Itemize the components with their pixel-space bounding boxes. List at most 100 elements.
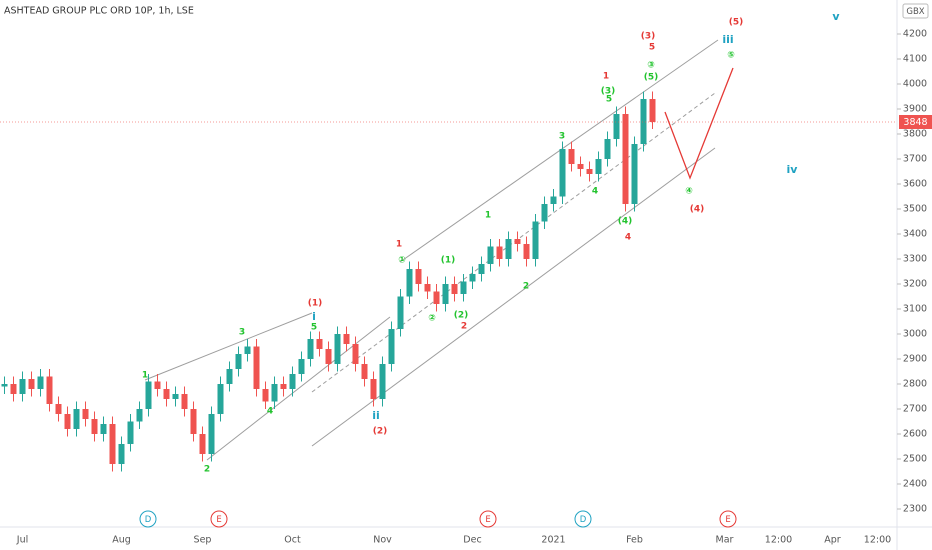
candle-body: [325, 349, 332, 364]
wave-label: ④: [685, 187, 693, 197]
candle-body: [154, 381, 161, 389]
candle-body: [55, 404, 62, 414]
wave-label: i: [312, 310, 316, 323]
candle-body: [217, 384, 224, 414]
candle-body: [316, 339, 323, 349]
candle-body: [577, 164, 584, 169]
candle-body: [343, 334, 350, 344]
candle-body: [28, 379, 35, 389]
channel-upper: [399, 39, 719, 263]
wave-label: 2: [461, 322, 467, 332]
wave-label: 5: [311, 323, 317, 333]
candle-body: [82, 409, 89, 419]
wave-label: ③: [647, 61, 655, 71]
candle-body: [532, 221, 539, 259]
candle-body: [253, 346, 260, 389]
wave-label: 5: [606, 95, 612, 105]
wave-label: iii: [722, 33, 733, 46]
wave-label: ii: [372, 409, 380, 422]
candle-body: [181, 394, 188, 409]
event-marker: [479, 510, 497, 528]
candle-body: [163, 389, 170, 399]
candle-body: [46, 376, 53, 404]
x-tick-label: Mar: [716, 535, 734, 546]
y-tick-label: 2700: [903, 404, 927, 415]
event-label: E: [216, 515, 221, 525]
candle-body: [433, 291, 440, 304]
x-tick-label: Jul: [16, 535, 28, 546]
x-tick-label: 12:00: [765, 535, 792, 546]
candle-body: [388, 329, 395, 364]
candle-body: [613, 114, 620, 139]
last-price: 3848: [903, 117, 927, 128]
candle-body: [469, 274, 476, 282]
candle-body: [127, 421, 134, 444]
wave-label: 1: [396, 240, 402, 250]
y-tick-label: 2800: [903, 379, 927, 390]
y-tick-label: 3900: [903, 104, 927, 115]
y-tick-label: 4200: [903, 29, 927, 40]
candle-body: [136, 409, 143, 422]
y-tick-label: 3600: [903, 179, 927, 190]
wave-label: ⑤: [727, 51, 735, 61]
candle-body: [244, 346, 251, 354]
event-label: E: [725, 515, 730, 525]
event-marker: [719, 510, 737, 528]
currency: GBX: [906, 7, 924, 17]
candle-body: [622, 114, 629, 204]
candle-body: [631, 144, 638, 204]
y-tick-label: 3300: [903, 254, 927, 265]
candle-body: [190, 409, 197, 434]
candle-body: [523, 244, 530, 259]
y-tick-label: 4000: [903, 79, 927, 90]
trend-line: [144, 312, 313, 381]
candle-body: [406, 269, 413, 297]
candle-body: [496, 246, 503, 259]
wave-label: ②: [428, 314, 436, 324]
candle-body: [397, 296, 404, 329]
candle-body: [649, 99, 656, 122]
candle-body: [379, 364, 386, 399]
x-tick-label: Sep: [194, 535, 212, 546]
candle-body: [541, 204, 548, 222]
y-tick-label: 2400: [903, 479, 927, 490]
candle-body: [208, 414, 215, 454]
candle-body: [145, 381, 152, 409]
candle-body: [334, 334, 341, 364]
y-tick-label: 3500: [903, 204, 927, 215]
currency-box: [902, 3, 929, 19]
wave-label: iv: [787, 163, 799, 176]
candle-body: [460, 281, 467, 294]
candle-body: [289, 374, 296, 389]
candle-body: [10, 384, 17, 394]
wave-label: 3: [559, 132, 565, 142]
candle-body: [586, 169, 593, 174]
y-tick-label: 3400: [903, 229, 927, 240]
candle-body: [298, 359, 305, 374]
x-tick-label: Nov: [373, 535, 392, 546]
wave-label: (1): [308, 299, 323, 309]
wave-label: (2): [373, 427, 388, 437]
y-tick-label: 4100: [903, 54, 927, 65]
y-tick-label: 2500: [903, 454, 927, 465]
y-tick-label: 3000: [903, 329, 927, 340]
candles: [1, 91, 656, 472]
candle-body: [1, 384, 8, 387]
candle-body: [172, 394, 179, 399]
candle-body: [370, 379, 377, 399]
candle-body: [199, 434, 206, 454]
candle-body: [559, 149, 566, 197]
candle-body: [307, 339, 314, 359]
candle-body: [64, 414, 71, 429]
wave-label: 1: [142, 371, 148, 381]
last-price-tag: [899, 115, 932, 129]
event-label: D: [580, 515, 587, 525]
wave-label: (4): [690, 205, 705, 215]
trend-line: [206, 316, 391, 461]
candle-body: [280, 384, 287, 389]
x-tick-label: 2021: [541, 535, 565, 546]
y-tick-label: 2600: [903, 429, 927, 440]
y-tick-label: 2900: [903, 354, 927, 365]
candle-body: [73, 409, 80, 429]
